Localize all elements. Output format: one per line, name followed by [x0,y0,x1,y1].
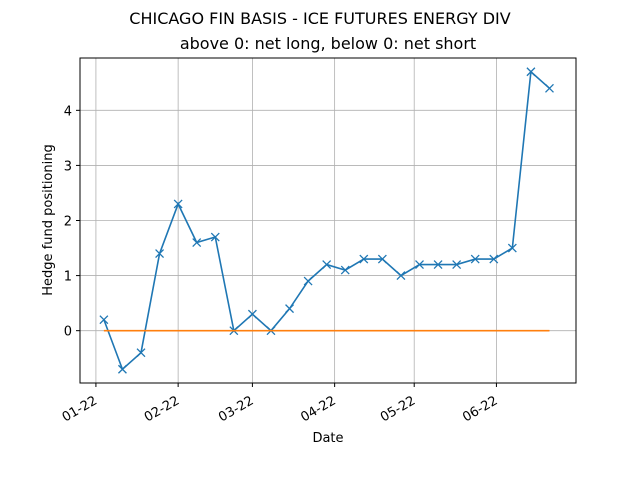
x-tick-label: 02-22 [142,393,182,425]
y-axis-label: Hedge fund positioning [41,144,56,295]
data-point [415,260,424,270]
chart-title: CHICAGO FIN BASIS - ICE FUTURES ENERGY D… [129,9,510,28]
x-axis-ticks: 01-22 02-22 03-22 04-22 05-22 06-22 [60,383,500,425]
data-point [303,276,313,286]
data-point [99,315,109,325]
data-point [210,232,220,242]
data-point [136,348,146,358]
data-point [155,249,165,259]
data-point [433,260,443,270]
data-point [489,254,499,264]
data-point [322,260,332,270]
data-point [452,260,462,270]
y-axis-ticks: 0 1 2 3 4 [64,104,80,340]
y-tick-label: 1 [64,270,72,285]
data-point [359,254,369,264]
x-tick-label: 06-22 [460,393,500,425]
data-point [117,364,127,374]
x-axis-label: Date [312,431,343,446]
data-point [173,199,183,209]
grid [80,58,576,383]
chart-subtitle: above 0: net long, below 0: net short [180,34,476,53]
y-tick-label: 2 [64,215,72,230]
data-point [545,83,554,93]
data-point [192,238,202,247]
x-tick-label: 04-22 [298,393,338,425]
data-point [526,67,536,77]
y-tick-label: 4 [64,104,72,119]
data-point [507,243,517,253]
x-tick-label: 01-22 [60,393,100,425]
data-point [396,271,406,281]
data-point [377,254,387,264]
y-tick-label: 0 [64,325,72,340]
series-layer [99,67,554,374]
y-tick-label: 3 [64,159,72,174]
data-point [285,304,294,314]
data-point [340,265,350,275]
x-tick-label: 03-22 [216,393,256,425]
data-point [247,309,257,319]
x-tick-label: 05-22 [378,393,418,425]
data-point [470,254,480,264]
